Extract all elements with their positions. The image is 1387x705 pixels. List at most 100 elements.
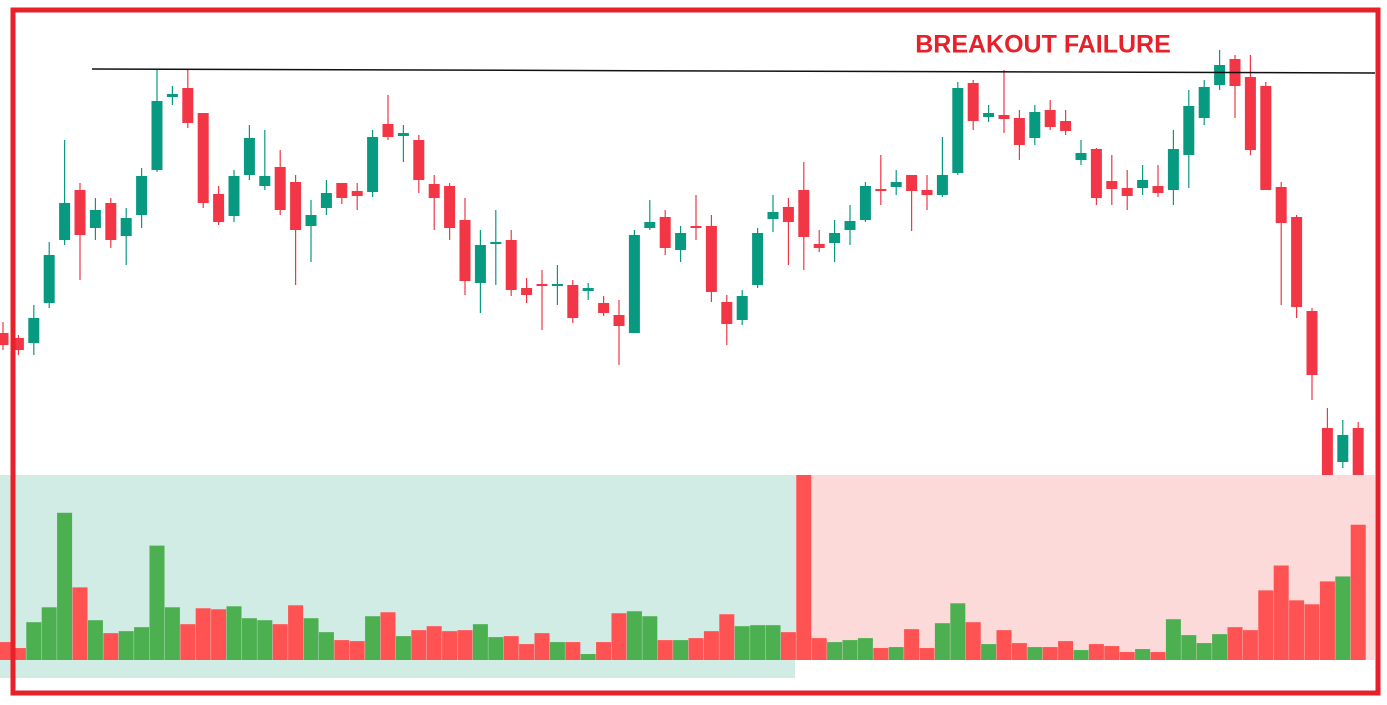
candle-body bbox=[213, 194, 225, 222]
candle-body bbox=[613, 315, 625, 326]
candle-body bbox=[551, 284, 563, 286]
volume-bar bbox=[734, 626, 750, 660]
volume-bar bbox=[241, 618, 257, 660]
candle-body bbox=[1352, 428, 1364, 475]
volume-bar bbox=[1088, 644, 1104, 660]
candle-body bbox=[859, 186, 871, 220]
candle-body bbox=[474, 245, 486, 283]
candle-body bbox=[936, 175, 948, 195]
candle-body bbox=[829, 233, 841, 243]
candle-body bbox=[243, 138, 255, 175]
candle-body bbox=[1152, 186, 1164, 193]
candle-body bbox=[567, 285, 579, 318]
candle-body bbox=[320, 193, 332, 208]
volume-bar bbox=[318, 632, 334, 660]
volume-bar bbox=[934, 623, 950, 660]
volume-bar bbox=[1335, 576, 1351, 660]
candle-body bbox=[690, 226, 702, 228]
volume-bar bbox=[303, 618, 319, 660]
volume-bar bbox=[226, 606, 242, 660]
volume-bar bbox=[72, 587, 88, 660]
volume-bar bbox=[750, 625, 766, 660]
candle-body bbox=[582, 288, 594, 291]
candle-body bbox=[721, 302, 733, 324]
candle-body bbox=[644, 222, 656, 228]
candle-body bbox=[521, 288, 533, 295]
volume-bar bbox=[642, 616, 658, 660]
volume-bar bbox=[549, 642, 565, 660]
volume-bar bbox=[857, 638, 873, 660]
volume-bar bbox=[180, 624, 196, 660]
volume-bar bbox=[365, 616, 381, 660]
candle-body bbox=[1013, 118, 1025, 145]
candle-body bbox=[952, 88, 964, 173]
candle-body bbox=[798, 190, 810, 237]
candle-body bbox=[428, 184, 440, 198]
volume-bar bbox=[780, 632, 796, 660]
candle-body bbox=[105, 203, 117, 240]
candle-body bbox=[0, 333, 9, 345]
volume-bar bbox=[1150, 652, 1166, 660]
volume-bar bbox=[488, 637, 504, 660]
volume-bar bbox=[1165, 619, 1181, 660]
volume-bar bbox=[534, 633, 550, 660]
candle-body bbox=[705, 226, 717, 292]
volume-bar bbox=[796, 475, 812, 660]
volume-bar bbox=[118, 631, 134, 660]
volume-bar bbox=[87, 620, 103, 660]
volume-bar bbox=[349, 641, 365, 660]
candle-body bbox=[351, 191, 363, 196]
volume-bar bbox=[334, 640, 350, 660]
volume-bar bbox=[1042, 647, 1058, 660]
candle-body bbox=[890, 182, 902, 187]
volume-bar bbox=[565, 642, 581, 660]
candle-body bbox=[1275, 187, 1287, 223]
volume-bar bbox=[1289, 600, 1305, 660]
candle-body bbox=[397, 133, 409, 136]
volume-bar bbox=[519, 644, 535, 660]
candle-body bbox=[1167, 149, 1179, 190]
volume-bar bbox=[380, 612, 396, 660]
volume-bar bbox=[149, 545, 165, 660]
candle-body bbox=[752, 233, 764, 285]
frame bbox=[10, 7, 1381, 696]
volume-bar bbox=[1350, 524, 1366, 660]
candle-body bbox=[12, 338, 24, 350]
candle-body bbox=[1244, 77, 1256, 150]
volume-bar bbox=[981, 644, 997, 660]
volume-bar bbox=[395, 636, 411, 660]
volume-bar bbox=[965, 622, 981, 660]
volume-bar bbox=[0, 642, 11, 660]
candle-body bbox=[906, 175, 918, 191]
volume-bar bbox=[457, 630, 473, 660]
candle-body bbox=[675, 233, 687, 250]
volume-bar bbox=[580, 654, 596, 660]
candle-body bbox=[505, 240, 517, 290]
candle-body bbox=[875, 189, 887, 191]
volume-bar bbox=[472, 624, 488, 660]
volume-bar bbox=[1304, 604, 1320, 660]
candle-body bbox=[813, 244, 825, 248]
candle-body bbox=[659, 217, 671, 248]
volume-bar bbox=[195, 608, 211, 660]
candle-body bbox=[367, 137, 379, 192]
volume-bar bbox=[57, 512, 73, 660]
volume-bar bbox=[411, 630, 427, 660]
candle-body bbox=[1198, 87, 1210, 118]
candle-body bbox=[1060, 121, 1072, 131]
candle-body bbox=[136, 176, 148, 215]
volume-bar bbox=[10, 648, 26, 660]
volume-bar bbox=[1196, 643, 1212, 660]
candle-body bbox=[28, 318, 40, 343]
candle-body bbox=[59, 203, 71, 240]
candle-body bbox=[89, 210, 101, 228]
candle-body bbox=[151, 101, 163, 170]
candle-body bbox=[459, 220, 471, 281]
volume-bar bbox=[626, 611, 642, 660]
volume-bar bbox=[442, 631, 458, 660]
candle-body bbox=[197, 113, 209, 203]
volume-bar bbox=[1242, 630, 1258, 660]
candle-body bbox=[120, 218, 132, 236]
price-pane bbox=[0, 50, 1364, 475]
